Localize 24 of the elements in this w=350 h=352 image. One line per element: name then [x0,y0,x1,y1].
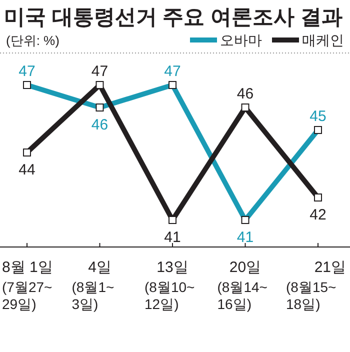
point [314,194,322,202]
data-label: 47 [18,63,36,80]
x-tick-label: 8월 1일 (7월27~ 29일) [2,259,53,312]
point [241,104,250,112]
data-label: 46 [236,86,254,102]
data-label: 41 [236,229,254,246]
x-tick-label: 20일 (8월14~ 16일) [217,259,268,312]
data-label: 41 [164,229,181,246]
point [168,216,176,224]
legend-label: 오바마 [220,32,262,48]
point [23,148,31,156]
data-label: 44 [18,162,36,178]
x-tick-label: 21일 (8월15~ 18일) [286,259,346,312]
chart-title: 미국 대통령선거 주요 여론조사 결과 [4,6,342,29]
data-label: 46 [91,116,108,134]
x-tick-label: 13일 (8월10~ 12일) [144,259,195,312]
legend-label: 매케인 [302,32,344,48]
data-label: 45 [310,108,326,125]
data-label: 47 [164,63,181,80]
x-tick-label: 4일 (8월1~ 3일) [72,259,114,312]
data-label: 42 [310,206,326,224]
chart-subtitle: (단위: %) [6,33,60,48]
point [96,81,104,89]
data-label: 47 [91,63,108,80]
